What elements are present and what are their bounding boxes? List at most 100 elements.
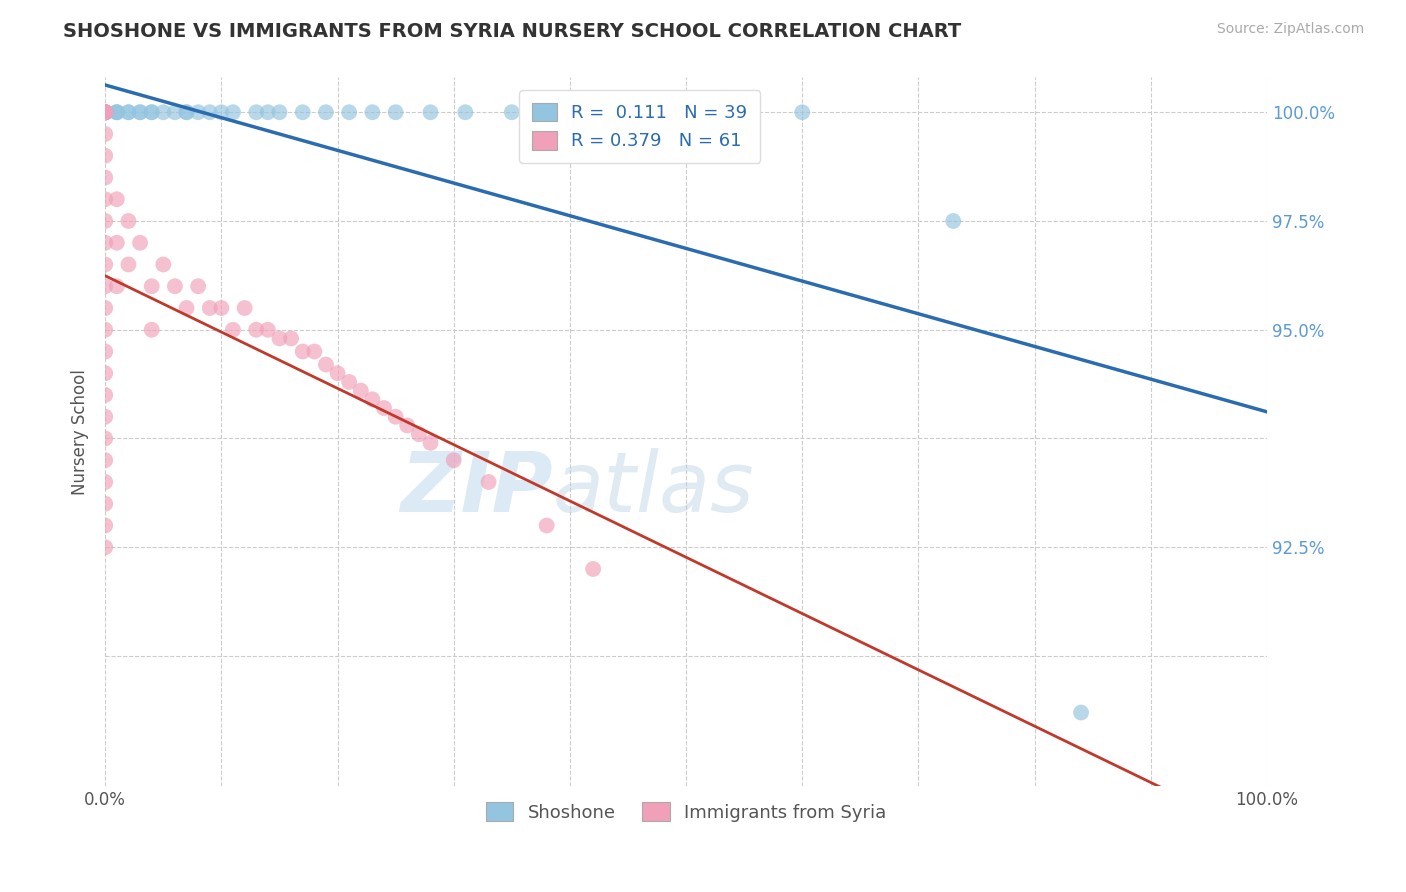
Point xyxy=(163,279,186,293)
Point xyxy=(94,388,117,402)
Point xyxy=(94,279,117,293)
Point xyxy=(396,418,419,433)
Point xyxy=(373,401,395,415)
Point xyxy=(94,214,117,228)
Point xyxy=(94,409,117,424)
Point xyxy=(94,105,117,120)
Point xyxy=(163,105,186,120)
Point xyxy=(501,105,523,120)
Point xyxy=(291,344,314,359)
Point xyxy=(94,344,117,359)
Point xyxy=(117,214,139,228)
Point xyxy=(209,105,232,120)
Point xyxy=(582,562,605,576)
Point xyxy=(337,105,360,120)
Point xyxy=(187,279,209,293)
Point xyxy=(105,105,128,120)
Point xyxy=(350,384,373,398)
Point xyxy=(280,331,302,345)
Point xyxy=(454,105,477,120)
Point xyxy=(187,105,209,120)
Point xyxy=(94,105,117,120)
Point xyxy=(326,366,349,380)
Point xyxy=(443,453,465,467)
Point xyxy=(129,235,152,250)
Point xyxy=(269,105,291,120)
Point xyxy=(94,105,117,120)
Point xyxy=(152,105,174,120)
Point xyxy=(536,518,558,533)
Point xyxy=(94,105,117,120)
Point xyxy=(408,427,430,442)
Point xyxy=(337,375,360,389)
Point xyxy=(792,105,814,120)
Point xyxy=(94,170,117,185)
Point xyxy=(176,105,198,120)
Text: atlas: atlas xyxy=(553,448,754,529)
Point xyxy=(176,301,198,315)
Point xyxy=(198,301,221,315)
Point xyxy=(105,105,128,120)
Point xyxy=(291,105,314,120)
Point xyxy=(176,105,198,120)
Point xyxy=(419,105,441,120)
Point xyxy=(94,453,117,467)
Point xyxy=(315,358,337,372)
Point xyxy=(129,105,152,120)
Point xyxy=(245,105,267,120)
Point xyxy=(94,540,117,554)
Point xyxy=(94,323,117,337)
Text: Source: ZipAtlas.com: Source: ZipAtlas.com xyxy=(1216,22,1364,37)
Point xyxy=(94,105,117,120)
Point xyxy=(942,214,965,228)
Point xyxy=(94,105,117,120)
Point xyxy=(269,331,291,345)
Point xyxy=(361,105,384,120)
Point xyxy=(94,235,117,250)
Point xyxy=(152,258,174,272)
Point xyxy=(105,235,128,250)
Point xyxy=(315,105,337,120)
Point xyxy=(94,105,117,120)
Point xyxy=(94,127,117,141)
Point xyxy=(257,323,280,337)
Point xyxy=(117,105,139,120)
Legend: Shoshone, Immigrants from Syria: Shoshone, Immigrants from Syria xyxy=(474,789,898,834)
Point xyxy=(105,105,128,120)
Point xyxy=(94,518,117,533)
Point xyxy=(222,105,245,120)
Point xyxy=(361,392,384,407)
Point xyxy=(257,105,280,120)
Point xyxy=(384,105,406,120)
Point xyxy=(209,301,232,315)
Point xyxy=(141,105,163,120)
Text: ZIP: ZIP xyxy=(399,448,553,529)
Point xyxy=(233,301,256,315)
Point xyxy=(477,475,499,489)
Point xyxy=(94,432,117,446)
Point xyxy=(94,366,117,380)
Point xyxy=(304,344,326,359)
Point xyxy=(198,105,221,120)
Point xyxy=(94,475,117,489)
Point xyxy=(129,105,152,120)
Point xyxy=(94,105,117,120)
Point xyxy=(94,258,117,272)
Point xyxy=(94,105,117,120)
Point xyxy=(117,105,139,120)
Point xyxy=(141,279,163,293)
Text: SHOSHONE VS IMMIGRANTS FROM SYRIA NURSERY SCHOOL CORRELATION CHART: SHOSHONE VS IMMIGRANTS FROM SYRIA NURSER… xyxy=(63,22,962,41)
Point xyxy=(94,105,117,120)
Point xyxy=(117,258,139,272)
Point xyxy=(94,105,117,120)
Point xyxy=(94,105,117,120)
Y-axis label: Nursery School: Nursery School xyxy=(72,369,89,495)
Point xyxy=(222,323,245,337)
Point xyxy=(105,192,128,206)
Point xyxy=(1070,706,1092,720)
Point xyxy=(419,435,441,450)
Point xyxy=(94,149,117,163)
Point xyxy=(105,279,128,293)
Point xyxy=(94,105,117,120)
Point xyxy=(141,105,163,120)
